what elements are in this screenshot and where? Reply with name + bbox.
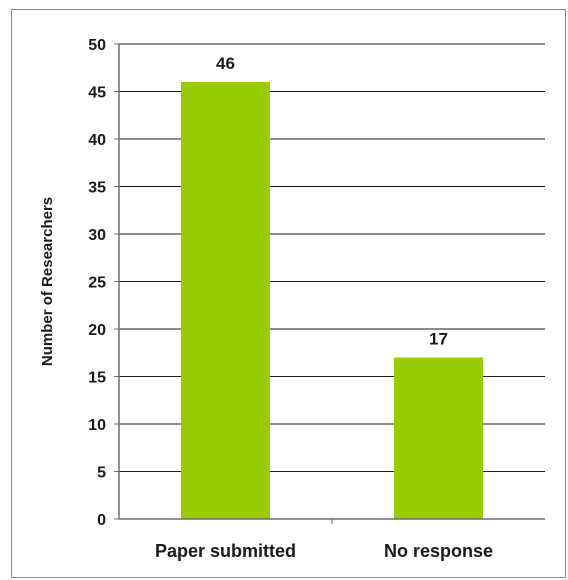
y-tick-label: 10 <box>88 417 106 434</box>
bars <box>181 82 483 519</box>
y-tick-label: 50 <box>88 37 106 54</box>
y-tick-label: 0 <box>97 512 106 529</box>
data-label: 17 <box>429 330 448 349</box>
y-tick-label: 20 <box>88 322 106 339</box>
y-tick-label: 30 <box>88 227 106 244</box>
y-tick-label: 45 <box>88 85 106 102</box>
y-tick-label: 35 <box>88 180 106 197</box>
x-category-label: Paper submitted <box>155 541 296 561</box>
y-tick-label: 40 <box>88 132 106 149</box>
chart-frame <box>11 9 566 578</box>
y-axis-title: Number of Researchers <box>39 197 56 366</box>
x-category-label: No response <box>384 541 493 561</box>
bar <box>394 357 483 519</box>
data-label: 46 <box>216 54 235 73</box>
y-tick-label: 25 <box>88 275 106 292</box>
y-tick-label: 5 <box>97 465 106 482</box>
y-tick-label: 15 <box>88 370 106 387</box>
x-tick-labels: Paper submitted No response <box>155 519 493 561</box>
bar <box>181 82 270 519</box>
y-tick-labels: 0 5 10 15 20 25 30 35 40 45 50 <box>88 37 119 529</box>
data-labels: 46 17 <box>216 54 448 349</box>
